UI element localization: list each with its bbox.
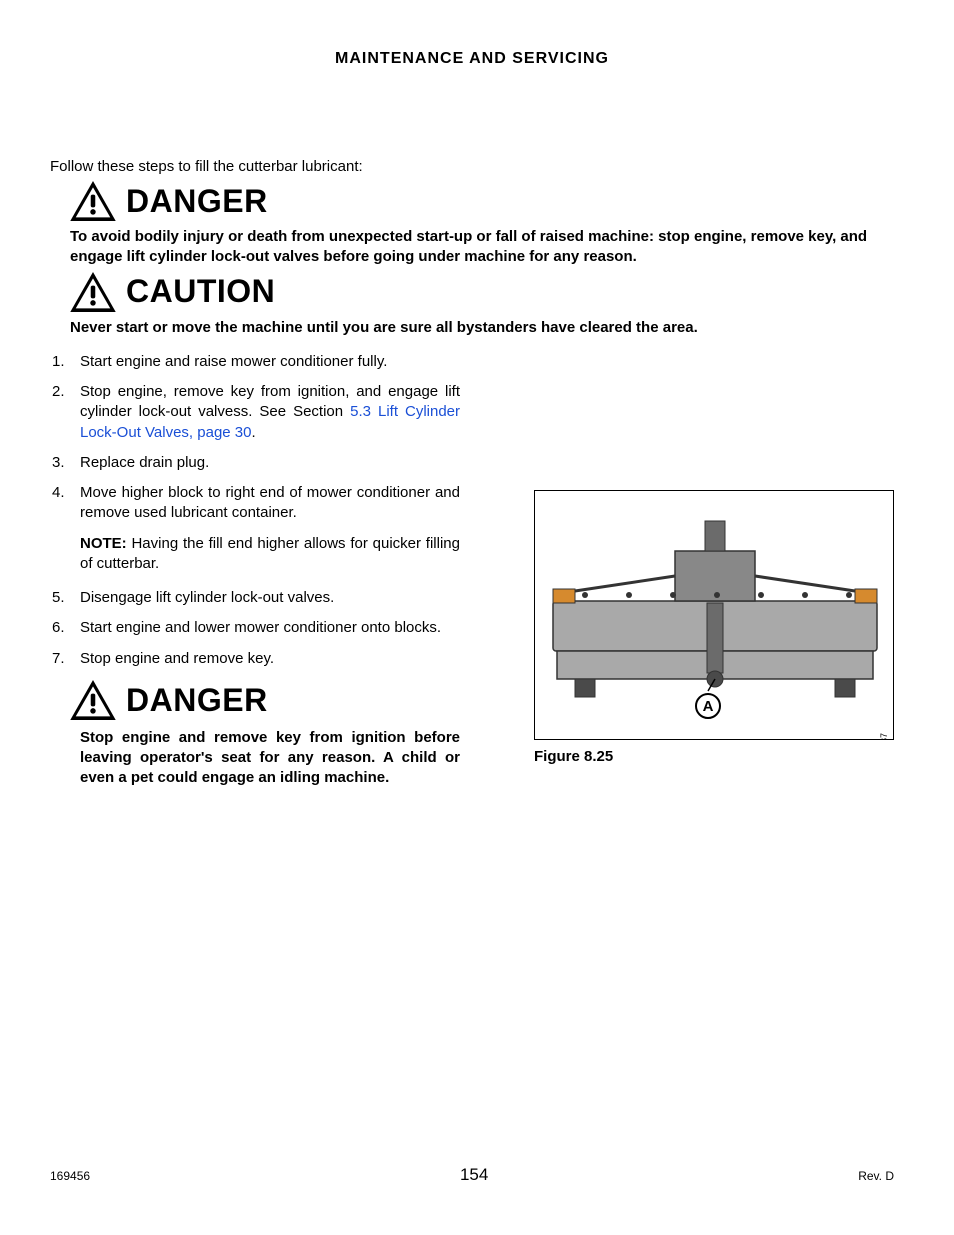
- step-num: 3.: [50, 453, 80, 473]
- danger-title: DANGER: [126, 679, 268, 722]
- figure-id: 1004637: [879, 733, 889, 740]
- alert-head: CAUTION: [70, 272, 894, 312]
- danger-body: To avoid bodily injury or death from une…: [70, 227, 894, 268]
- step-num: 5.: [50, 588, 80, 608]
- page-footer: 169456 154 Rev. D: [50, 1165, 894, 1185]
- danger-block-1: DANGER To avoid bodily injury or death f…: [70, 181, 894, 268]
- step-text: Disengage lift cylinder lock-out valves.: [80, 588, 460, 608]
- step-text: Move higher block to right end of mower …: [80, 483, 460, 524]
- step-num: 4.: [50, 483, 80, 524]
- step-num: 2.: [50, 382, 80, 443]
- figure-caption: Figure 8.25: [534, 748, 894, 765]
- footer-rev: Rev. D: [858, 1169, 894, 1183]
- step-text: Start engine and lower mower conditioner…: [80, 618, 460, 638]
- callout-label: A: [703, 698, 714, 715]
- caution-body: Never start or move the machine until yo…: [70, 318, 894, 338]
- danger-body: Stop engine and remove key from ignition…: [80, 728, 460, 789]
- page-header: MAINTENANCE AND SERVICING: [50, 50, 894, 68]
- alert-head: DANGER: [70, 181, 894, 221]
- step-text: Stop engine and remove key.: [80, 649, 460, 669]
- step-num: 1.: [50, 352, 80, 372]
- step-4-note: NOTE: Having the fill end higher allows …: [80, 534, 460, 575]
- warning-icon: [70, 272, 116, 312]
- footer-pagenum: 154: [460, 1165, 488, 1185]
- step-2-text-b: .: [252, 424, 256, 441]
- danger-title: DANGER: [126, 183, 268, 220]
- step-num: 7.: [50, 649, 80, 669]
- step-1: 1. Start engine and raise mower conditio…: [50, 352, 894, 372]
- figure-area: A 1004637 Figure 8.25: [534, 490, 894, 765]
- footer-docnum: 169456: [50, 1169, 90, 1183]
- caution-title: CAUTION: [126, 273, 275, 310]
- step-text: Start engine and raise mower conditioner…: [80, 352, 894, 372]
- step-2: 2. Stop engine, remove key from ignition…: [50, 382, 894, 443]
- step-text: Stop engine, remove key from ignition, a…: [80, 382, 460, 443]
- caution-block: CAUTION Never start or move the machine …: [70, 272, 894, 338]
- note-text: Having the fill end higher allows for qu…: [80, 535, 460, 572]
- warning-icon: [70, 680, 116, 720]
- page: MAINTENANCE AND SERVICING Follow these s…: [0, 0, 954, 1235]
- step-text: Replace drain plug.: [80, 453, 894, 473]
- header-title: MAINTENANCE AND SERVICING: [335, 50, 609, 67]
- callout-a: A: [695, 693, 721, 719]
- figure-box: A 1004637: [534, 490, 894, 740]
- intro-text: Follow these steps to fill the cutterbar…: [50, 158, 894, 175]
- alert-head: DANGER: [70, 679, 460, 722]
- step-num: 6.: [50, 618, 80, 638]
- warning-icon: [70, 181, 116, 221]
- note-label: NOTE:: [80, 535, 127, 552]
- danger-block-2: DANGER Stop engine and remove key from i…: [80, 679, 460, 789]
- step-3: 3. Replace drain plug.: [50, 453, 894, 473]
